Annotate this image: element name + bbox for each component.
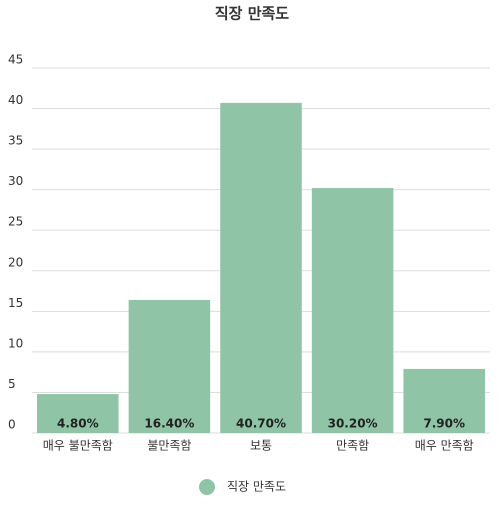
y-tick-label: 35 [8, 134, 23, 148]
y-tick-label: 45 [8, 53, 23, 67]
bar [403, 368, 485, 433]
y-tick-label: 40 [8, 93, 23, 107]
y-tick-label: 30 [8, 174, 23, 188]
legend-label: 직장 만족도 [227, 480, 286, 494]
chart-title: 직장 만족도 [215, 5, 289, 23]
y-tick-label: 15 [8, 296, 23, 310]
bar [37, 394, 119, 433]
x-tick-label: 매우 만족함 [415, 439, 474, 453]
y-tick-label: 5 [8, 377, 16, 391]
y-tick-label: 25 [8, 215, 23, 229]
x-tick-label: 보통 [250, 439, 272, 453]
data-label: 7.90% [423, 417, 465, 431]
y-tick-label: 20 [8, 255, 23, 269]
y-tick-label: 0 [8, 418, 16, 432]
bar [220, 102, 302, 433]
x-tick-label: 만족함 [336, 439, 369, 453]
data-label: 4.80% [57, 417, 99, 431]
bar [311, 188, 394, 433]
data-label: 16.40% [144, 417, 194, 431]
x-tick-label: 매우 불만족함 [43, 439, 113, 453]
data-label: 40.70% [236, 417, 286, 431]
x-tick-label: 불만족함 [147, 439, 191, 453]
legend-swatch [199, 479, 215, 495]
data-label: 30.20% [328, 417, 378, 431]
y-tick-label: 10 [8, 336, 23, 350]
bar [128, 299, 211, 433]
